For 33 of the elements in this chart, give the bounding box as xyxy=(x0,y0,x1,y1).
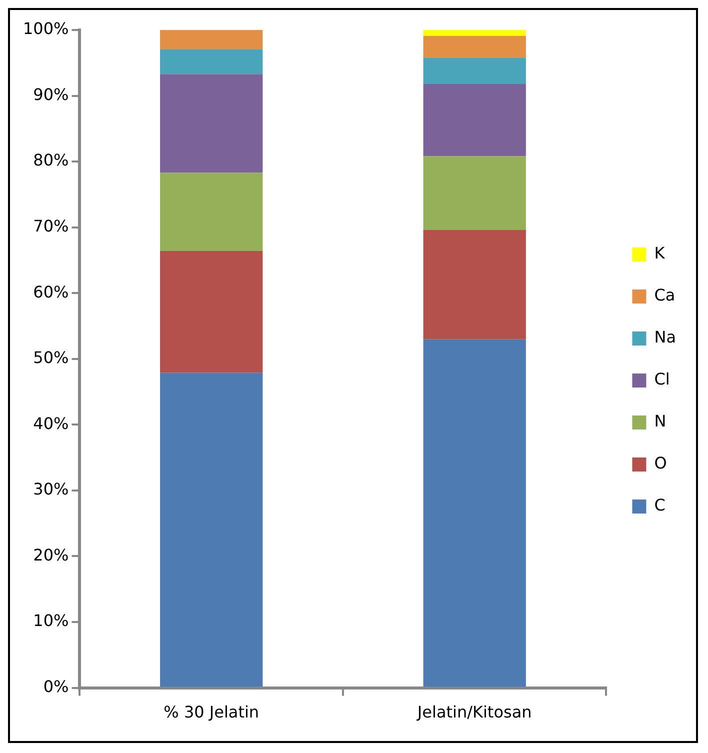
x-tick-label: Jelatin/Kitosan xyxy=(416,702,532,722)
y-tick-label: 30% xyxy=(33,480,69,499)
legend-label: O xyxy=(654,454,667,473)
bar xyxy=(423,58,526,84)
y-tick-label: 50% xyxy=(33,348,69,368)
bar xyxy=(160,74,263,173)
y-tick-label: 70% xyxy=(33,216,69,236)
y-tick-label: 100% xyxy=(22,19,69,38)
y-tick-label: 60% xyxy=(33,282,69,302)
y-tick-label: 10% xyxy=(33,611,69,630)
bar xyxy=(423,30,526,36)
legend-label: C xyxy=(654,496,666,515)
bar xyxy=(423,230,526,340)
y-tick-label: 20% xyxy=(33,545,69,564)
bar xyxy=(160,49,263,74)
bar xyxy=(423,36,526,58)
y-tick-label: 80% xyxy=(33,150,69,170)
legend-label: Na xyxy=(654,328,676,347)
bar xyxy=(423,339,526,687)
y-tick-label: 90% xyxy=(33,84,69,104)
legend-label: Ca xyxy=(654,286,676,305)
bar xyxy=(160,172,263,252)
y-tick-label: 40% xyxy=(33,414,69,433)
bar xyxy=(160,251,263,373)
legend-label: Cl xyxy=(654,370,670,389)
x-tick-label: % 30 Jelatin xyxy=(164,702,260,722)
legend-label: N xyxy=(654,412,666,431)
y-tick-label: 0% xyxy=(43,676,69,696)
bar xyxy=(160,30,263,50)
legend-label: K xyxy=(654,244,666,263)
bar xyxy=(423,156,526,230)
bar xyxy=(423,84,526,156)
bar xyxy=(160,372,263,687)
